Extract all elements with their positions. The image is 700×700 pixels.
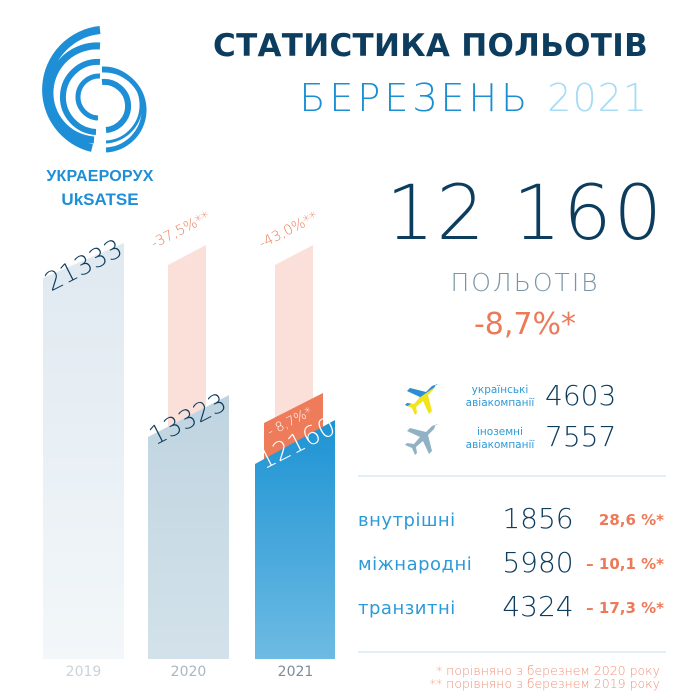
page-subtitle: БЕРЕЗЕНЬ 2021 [299, 76, 648, 120]
logo-name-ua: УКРАЕРОРУХ [46, 168, 154, 185]
ukrainian-airlines-label-line2: авіакомпанії [465, 397, 535, 409]
category-change: – 10,1 %* [586, 555, 664, 573]
x-label-2019: 2019 [65, 664, 102, 680]
uksatse-swirl-icon [42, 26, 147, 153]
year-label: 2021 [547, 76, 648, 120]
category-value: 4324 [502, 590, 574, 623]
category-row-international: міжнародні 5980 – 10,1 %* [358, 546, 678, 582]
x-label-2020: 2020 [170, 664, 207, 680]
uksatse-logo: УКРАЕРОРУХ UkSATSE [30, 18, 170, 218]
logo-name-en: UkSATSE [61, 190, 139, 209]
foreign-airlines-value: 7557 [545, 420, 617, 453]
category-row-domestic: внутрішні 1856 28,6 %* [358, 502, 678, 538]
category-name: міжнародні [358, 554, 473, 575]
footnote-vs-2020: * порівняно з березнем 2020 року [435, 663, 660, 678]
footnote-vs-2019: ** порівняно з березнем 2019 року [429, 676, 660, 691]
ukrainian-airlines-label-line1: українські [471, 384, 529, 396]
ukrainian-airlines-label: українські авіакомпанії [455, 384, 545, 410]
foreign-plane-icon [405, 424, 438, 455]
category-name: транзитні [358, 598, 456, 619]
category-change: 28,6 %* [598, 511, 664, 529]
bar-2019 [43, 243, 124, 659]
foreign-airlines-label: іноземні авіакомпанії [455, 426, 545, 452]
bar-2020 [148, 395, 229, 659]
ukrainian-airlines-value: 4603 [545, 379, 617, 412]
divider [358, 651, 666, 653]
category-row-transit: транзитні 4324 – 17,3 %* [358, 590, 678, 626]
month-label: БЕРЕЗЕНЬ [299, 76, 532, 120]
x-label-2021: 2021 [277, 664, 314, 680]
change-2021-vs-2019: -43,0%** [256, 208, 321, 252]
total-flights: 12 160 [386, 168, 664, 257]
total-flights-label: ПОЛЬОТІВ [450, 268, 600, 297]
foreign-airlines-label-line2: авіакомпанії [465, 439, 535, 451]
bar-2021 [255, 420, 335, 659]
category-value: 5980 [502, 546, 574, 579]
divider [358, 475, 666, 477]
bar-2020-vs-2019-gap [168, 245, 206, 440]
page-title: СТАТИСТИКА ПОЛЬОТІВ [213, 28, 648, 64]
category-value: 1856 [502, 502, 574, 535]
category-name: внутрішні [358, 510, 456, 531]
category-change: – 17,3 %* [586, 599, 664, 617]
foreign-airlines-label-line1: іноземні [477, 426, 523, 438]
total-change: -8,7%* [473, 307, 577, 342]
ukrainian-plane-icon [405, 384, 438, 415]
